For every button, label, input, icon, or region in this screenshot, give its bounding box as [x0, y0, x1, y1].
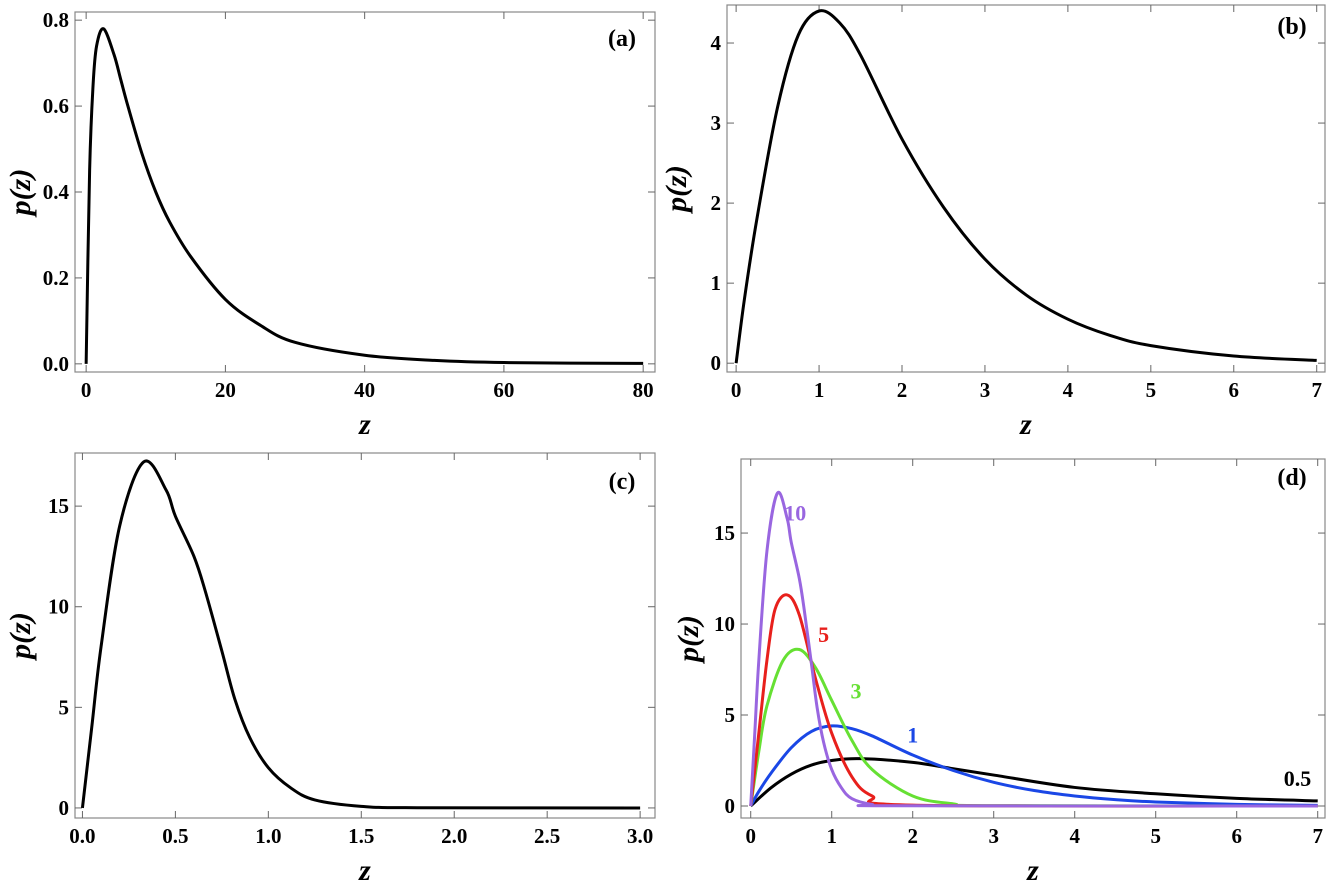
- y-tick-label: 4: [711, 31, 722, 55]
- panel-label: (c): [609, 469, 636, 495]
- panel-a: 0 20 40 60 80 0.0 0.2 0.4 0.6 0.8 z p(z) (a): [4, 8, 656, 441]
- series-line: [80, 459, 641, 810]
- y-axis-label: p(z): [660, 165, 693, 215]
- x-tick-label: 6: [1229, 378, 1240, 402]
- x-axis-label: z: [1026, 854, 1039, 883]
- panel-c: 0.0 0.5 1.0 1.5 2.0 2.5 3.0 0 5 10 15 z p(z) (c): [4, 452, 656, 883]
- x-tick-label: 4: [1069, 824, 1080, 848]
- panel-label: (d): [1277, 465, 1306, 491]
- y-tick-label: 15: [48, 494, 69, 518]
- x-tick-label: 0: [745, 824, 756, 848]
- panel-b: 0 1 2 3 4 5 6 7 0 1 2 3 4 z p(z) (b): [660, 4, 1326, 441]
- y-tick-label: 0: [711, 351, 722, 375]
- y-axis-label: p(z): [672, 615, 705, 665]
- x-tick-label: 7: [1311, 378, 1322, 402]
- x-tick-label: 80: [633, 378, 654, 402]
- series-label: 10: [784, 500, 806, 525]
- series-label: 1: [907, 722, 918, 747]
- y-tick-label: 2: [711, 191, 722, 215]
- x-tick-label: 2: [897, 378, 908, 402]
- y-tick-label: 0.8: [43, 8, 69, 32]
- x-tick-label: 5: [1150, 824, 1161, 848]
- panel-label: (b): [1277, 14, 1306, 40]
- x-tick-label: 1: [826, 824, 837, 848]
- y-tick-label: 0.6: [43, 94, 69, 118]
- x-tick-label: 0: [81, 378, 92, 402]
- y-tick-label: 0.4: [43, 180, 70, 204]
- x-tick-label: 2.5: [534, 824, 560, 848]
- x-tick-label: 5: [1146, 378, 1157, 402]
- series-line-5: [749, 593, 1318, 808]
- x-tick-label: 7: [1312, 824, 1323, 848]
- y-axis-label: p(z): [4, 169, 37, 219]
- x-tick-label: 2: [907, 824, 918, 848]
- panel-d: 0 1 2 3 4 5 6 7 0 5 10 15 z p(z) (d) 0.5 1 3 5 10: [672, 458, 1326, 883]
- x-tick-label: 1.5: [348, 824, 374, 848]
- series-line: [84, 27, 644, 365]
- x-tick-label: 3: [980, 378, 991, 402]
- series-line-0.5: [749, 757, 1318, 808]
- x-tick-label: 0.0: [69, 824, 95, 848]
- x-axis-label: z: [358, 408, 371, 441]
- series-line-10: [749, 490, 1318, 808]
- x-axis-label: z: [358, 854, 371, 883]
- y-tick-label: 10: [714, 612, 735, 636]
- y-tick-label: 5: [725, 703, 736, 727]
- y-tick-label: 15: [714, 521, 735, 545]
- series-label: 3: [851, 679, 862, 704]
- series-line-1: [749, 724, 1318, 807]
- y-axis-label: p(z): [4, 612, 37, 662]
- x-tick-label: 2.0: [441, 824, 467, 848]
- panel-label: (a): [608, 26, 636, 52]
- y-tick-label: 3: [711, 111, 722, 135]
- x-tick-label: 0: [731, 378, 742, 402]
- y-tick-label: 5: [59, 695, 70, 719]
- x-tick-label: 40: [354, 378, 375, 402]
- x-tick-label: 4: [1063, 378, 1074, 402]
- plot-frame: [74, 452, 656, 819]
- y-tick-label: 0.0: [43, 352, 69, 376]
- y-tick-label: 1: [711, 271, 722, 295]
- y-tick-label: 10: [48, 595, 69, 619]
- x-tick-label: 1: [814, 378, 825, 402]
- x-tick-label: 3: [988, 824, 999, 848]
- y-tick-label: 0.2: [43, 266, 69, 290]
- x-axis-label: z: [1019, 408, 1032, 441]
- x-tick-label: 0.5: [162, 824, 188, 848]
- plot-frame: [740, 458, 1326, 819]
- y-tick-label: 0: [59, 796, 70, 820]
- x-tick-label: 6: [1231, 824, 1242, 848]
- plot-frame: [726, 4, 1326, 373]
- series-label: 5: [818, 622, 829, 647]
- series-label: 0.5: [1284, 766, 1312, 791]
- y-tick-label: 0: [725, 794, 736, 818]
- plot-frame: [74, 11, 656, 373]
- series-line: [734, 9, 1317, 364]
- x-tick-label: 3.0: [627, 824, 653, 848]
- x-tick-label: 1.0: [255, 824, 281, 848]
- x-tick-label: 20: [215, 378, 236, 402]
- x-tick-label: 60: [493, 378, 514, 402]
